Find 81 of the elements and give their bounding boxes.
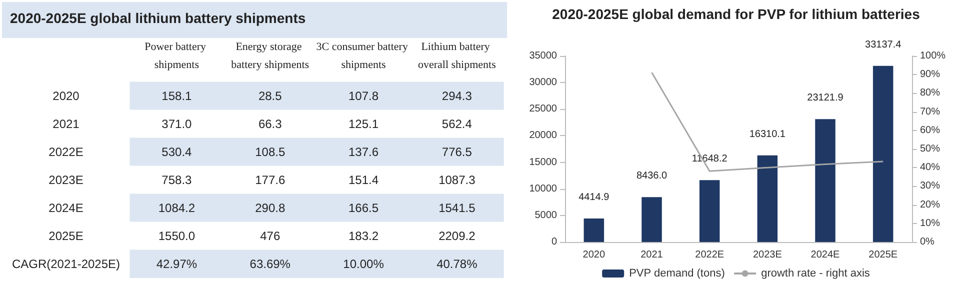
bar xyxy=(872,66,894,242)
y2-tick-label: 80% xyxy=(920,88,940,99)
data-label: 183.2 xyxy=(348,229,379,243)
y2-tick-label: 100% xyxy=(920,50,946,62)
y-tick-label: 2021 xyxy=(52,117,80,131)
x-tick-label: Lithium battery overall shipments xyxy=(418,41,496,71)
y-tick-label: 15000 xyxy=(529,156,558,168)
x-tick-label: 2021 xyxy=(640,250,664,260)
y-tick-label: 2020 xyxy=(52,89,80,103)
data-label: 10.00% xyxy=(343,257,384,271)
y-tick-label: 2024E xyxy=(48,201,84,215)
data-label: 40.78% xyxy=(436,257,478,271)
data-label: 4414.9 xyxy=(578,192,610,204)
y-tick-label: 5000 xyxy=(534,210,558,221)
y-tick-label: 2023E xyxy=(48,173,84,187)
data-label: 177.6 xyxy=(255,173,286,187)
bar xyxy=(757,155,778,242)
data-label: 125.1 xyxy=(348,117,379,131)
y-tick-label: 2025E xyxy=(48,229,84,243)
bar xyxy=(815,119,836,242)
data-label: 137.6 xyxy=(348,145,379,159)
x-tick-label: 2024E xyxy=(810,250,840,260)
chart-title: 2020-2025E global demand for PVP for lithium batteries xyxy=(520,2,952,30)
data-label: 42.97% xyxy=(156,257,198,271)
x-tick-label: 2025E xyxy=(868,250,898,260)
data-label: 758.3 xyxy=(162,173,192,187)
data-label: 2209.2 xyxy=(438,229,476,243)
data-label: 1550.0 xyxy=(158,229,196,243)
data-label: 158.1 xyxy=(162,89,192,103)
x-tick-label: 2020 xyxy=(582,250,606,260)
bar xyxy=(642,197,662,242)
x-tick-label: 3C consumer battery shipments xyxy=(316,41,411,71)
y2-tick-label: 20% xyxy=(920,199,940,210)
y-tick-label: CAGR(2021-2025E) xyxy=(12,257,120,271)
data-label: 16310.1 xyxy=(749,128,786,140)
y2-tick-label: 10% xyxy=(920,218,940,229)
y2-tick-label: 40% xyxy=(920,162,940,174)
data-label: 66.3 xyxy=(258,117,282,131)
y-tick-label: 2022E xyxy=(48,145,84,159)
data-label: 1541.5 xyxy=(438,201,476,215)
data-label: 11648.2 xyxy=(692,154,728,165)
data-label: 371.0 xyxy=(162,117,192,131)
data-label: 290.8 xyxy=(255,201,286,215)
data-label: 63.69% xyxy=(250,257,291,271)
data-label: 776.5 xyxy=(442,145,472,159)
y-tick-label: 0 xyxy=(551,236,558,248)
data-label: 108.5 xyxy=(255,145,286,159)
bar xyxy=(584,218,604,242)
data-label: 107.8 xyxy=(348,89,379,103)
data-label: 1084.2 xyxy=(158,201,196,215)
x-tick-label: 2022E xyxy=(695,250,724,260)
data-label: 530.4 xyxy=(162,145,192,159)
y2-tick-label: 0% xyxy=(920,236,935,248)
y2-tick-label: 90% xyxy=(920,69,940,80)
line-series xyxy=(651,72,884,172)
data-label: 476 xyxy=(260,229,280,243)
data-label: 166.5 xyxy=(348,201,379,215)
y2-tick-label: 70% xyxy=(920,106,940,118)
y-tick-label: 35000 xyxy=(529,50,558,62)
legend-label: PVP demand (tons) xyxy=(629,268,725,280)
y-tick-label: 25000 xyxy=(529,104,558,115)
y-tick-label: 10000 xyxy=(529,183,558,194)
x-tick-label: 2023E xyxy=(752,250,782,260)
y2-tick-label: 60% xyxy=(920,124,940,136)
bar xyxy=(699,180,720,242)
x-tick-label: Power battery shipments xyxy=(144,41,209,71)
y-tick-label: 20000 xyxy=(529,130,558,142)
legend-label: growth rate - right axis xyxy=(761,268,870,280)
data-label: 562.4 xyxy=(442,117,472,131)
data-label: 151.4 xyxy=(348,173,379,187)
y2-tick-label: 30% xyxy=(920,180,940,192)
data-label: 1087.3 xyxy=(438,173,476,187)
y-tick-label: 30000 xyxy=(529,77,558,88)
data-label: 23121.9 xyxy=(807,92,844,104)
y2-tick-label: 50% xyxy=(920,144,940,154)
data-label: 294.3 xyxy=(442,89,472,103)
chart-title: 2020-2025E global lithium battery shipments xyxy=(2,2,507,38)
x-tick-label: Energy storage battery shipments xyxy=(231,41,310,71)
data-label: 28.5 xyxy=(258,89,282,103)
data-label: 8436.0 xyxy=(636,170,668,182)
data-label: 33137.4 xyxy=(865,39,902,50)
